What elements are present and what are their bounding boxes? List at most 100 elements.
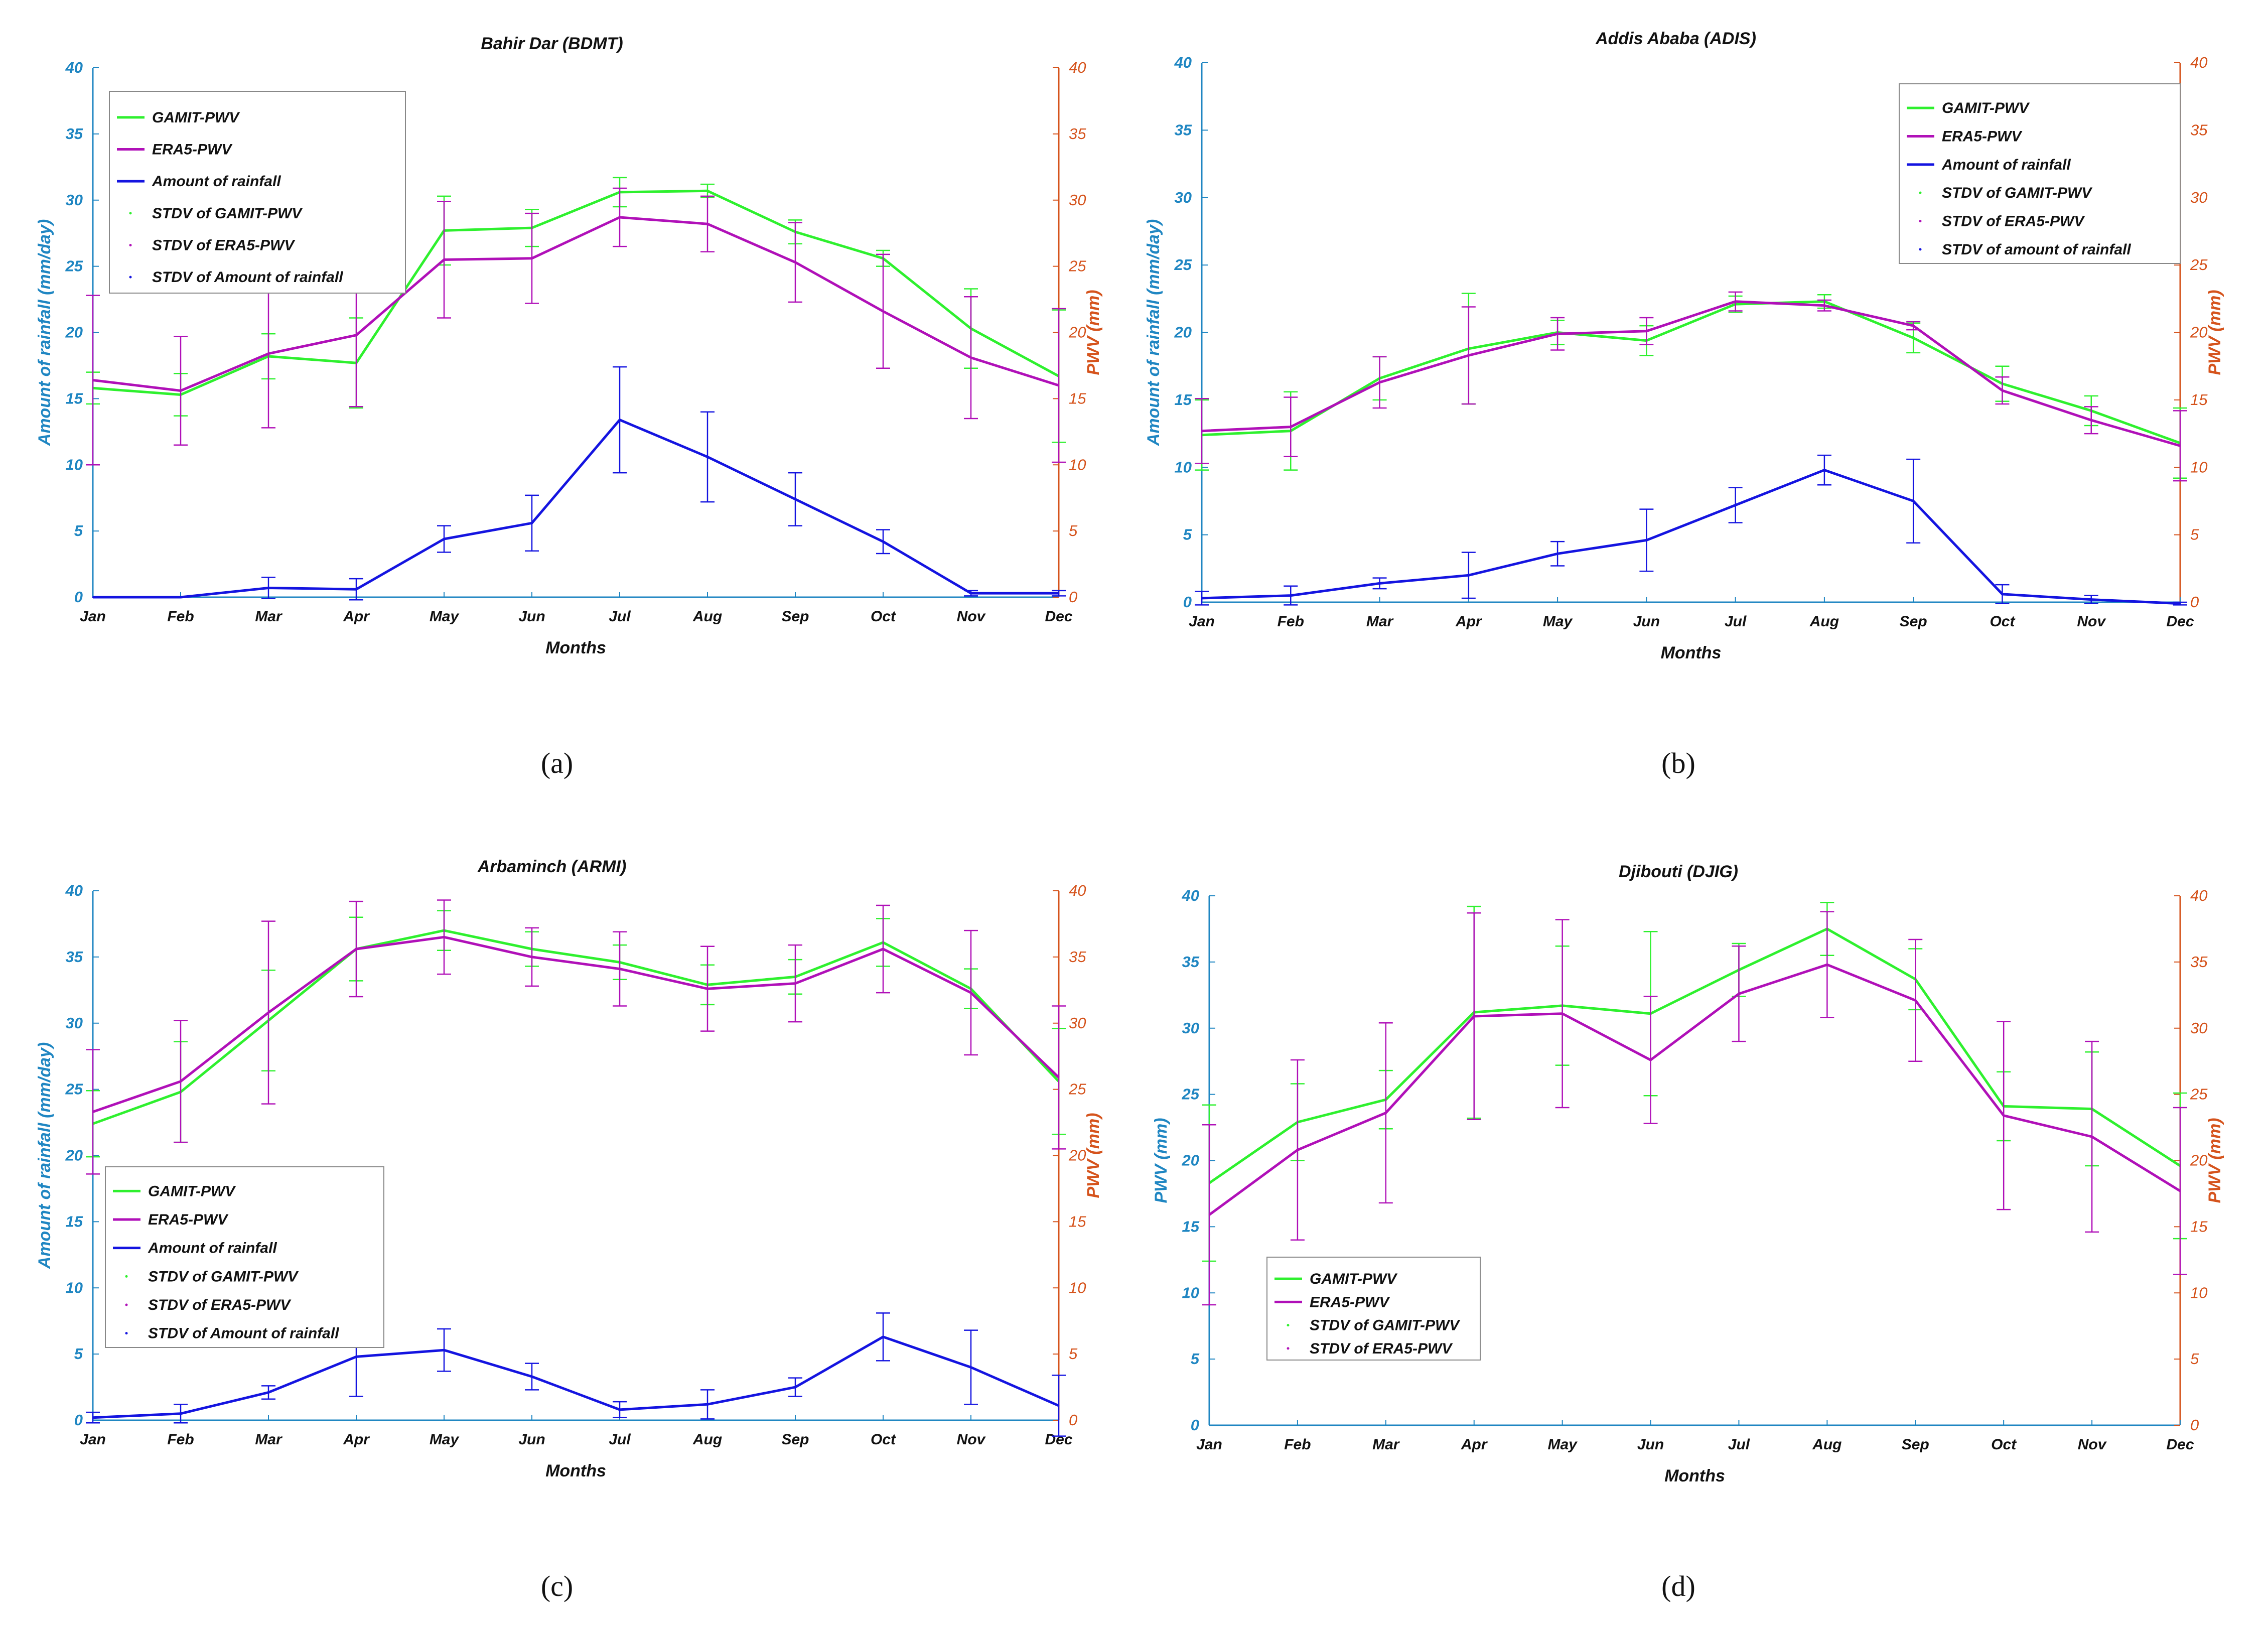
x-axis-label: Months bbox=[545, 638, 606, 657]
data-point bbox=[619, 419, 621, 421]
data-point bbox=[2001, 593, 2003, 595]
legend-label: GAMIT-PWV bbox=[152, 109, 240, 126]
left-tick-label: 5 bbox=[1183, 526, 1192, 544]
data-point bbox=[267, 587, 269, 589]
x-tick-label: Sep bbox=[1902, 1436, 1929, 1453]
chart-title: Bahir Dar (BDMT) bbox=[481, 34, 623, 53]
data-point bbox=[706, 190, 708, 192]
x-tick-label: Sep bbox=[781, 1431, 809, 1448]
x-tick-label: Jul bbox=[609, 1431, 631, 1448]
data-point bbox=[1058, 1076, 1060, 1078]
series-line bbox=[1201, 300, 2181, 445]
data-point bbox=[2179, 445, 2181, 447]
data-point bbox=[1556, 333, 1558, 335]
right-tick-label: 25 bbox=[1068, 1080, 1086, 1098]
x-tick-label: Aug bbox=[1812, 1436, 1841, 1453]
right-tick-label: 30 bbox=[2190, 189, 2207, 206]
data-point bbox=[706, 456, 708, 458]
data-point bbox=[706, 1403, 708, 1405]
right-tick-label: 0 bbox=[2190, 593, 2199, 611]
data-point bbox=[970, 592, 972, 594]
left-tick-label: 40 bbox=[1174, 54, 1192, 71]
right-tick-label: 40 bbox=[2190, 54, 2207, 71]
x-tick-label: Oct bbox=[871, 608, 897, 625]
data-point bbox=[1912, 337, 1914, 339]
x-tick-label: Feb bbox=[167, 1431, 194, 1448]
x-tick-label: Aug bbox=[692, 608, 722, 625]
data-point bbox=[1823, 469, 1825, 471]
data-point bbox=[1468, 354, 1470, 356]
legend-box bbox=[1266, 1257, 1481, 1361]
x-tick-label: Apr bbox=[1461, 1436, 1488, 1453]
right-tick-label: 25 bbox=[1068, 257, 1086, 275]
x-tick-label: Jun bbox=[518, 608, 545, 625]
series-line bbox=[1208, 963, 2181, 1216]
data-point bbox=[1290, 595, 1292, 597]
left-tick-label: 25 bbox=[1174, 256, 1192, 274]
chart-panel-c: 0 0 5 5 10 10 15 15 20 20 25 25 30 30 35 35 40 40 Jan Feb Ma… bbox=[35, 857, 1103, 1602]
data-point bbox=[1468, 574, 1470, 576]
x-tick-label: May bbox=[1543, 613, 1573, 630]
left-tick-label: 35 bbox=[1175, 121, 1192, 139]
data-point bbox=[882, 310, 884, 312]
legend-label: ERA5-PWV bbox=[148, 1211, 229, 1228]
panel-caption: (c) bbox=[541, 1570, 573, 1602]
right-tick-label: 10 bbox=[2190, 1284, 2207, 1301]
chart-panel-b: 0 0 5 5 10 10 15 15 20 20 25 25 30 30 35 35 40 40 Jan Feb Ma… bbox=[1144, 29, 2224, 779]
right-tick-label: 10 bbox=[1069, 456, 1086, 473]
data-point bbox=[443, 258, 445, 260]
legend-marker bbox=[129, 276, 132, 279]
x-tick-label: Jun bbox=[1637, 1436, 1664, 1453]
data-point bbox=[882, 948, 884, 950]
data-point bbox=[355, 948, 357, 950]
x-tick-label: Jul bbox=[609, 608, 631, 625]
legend-marker bbox=[1919, 248, 1922, 251]
right-tick-label: 5 bbox=[1069, 1345, 1078, 1363]
left-tick-label: 20 bbox=[65, 324, 83, 341]
data-point bbox=[1379, 381, 1381, 383]
legend-label: STDV of Amount of rainfall bbox=[152, 269, 343, 286]
left-tick-label: 25 bbox=[65, 257, 83, 275]
data-point bbox=[2090, 419, 2092, 421]
data-point bbox=[1208, 1214, 1210, 1216]
series-line bbox=[92, 1335, 1060, 1419]
data-point bbox=[1556, 553, 1558, 555]
chart-title: Addis Ababa (ADIS) bbox=[1595, 29, 1756, 48]
x-tick-label: Dec bbox=[2166, 1436, 2194, 1453]
right-tick-label: 10 bbox=[1069, 1279, 1086, 1296]
series-line bbox=[93, 419, 1059, 599]
x-tick-label: Jan bbox=[1196, 1436, 1222, 1453]
right-tick-label: 20 bbox=[1068, 324, 1086, 341]
data-point bbox=[2090, 599, 2092, 601]
legend-marker bbox=[1919, 220, 1922, 222]
left-tick-label: 40 bbox=[65, 882, 83, 899]
legend-label: STDV of ERA5-PWV bbox=[152, 237, 296, 254]
x-tick-label: Jan bbox=[80, 608, 106, 625]
x-tick-label: Apr bbox=[343, 1431, 370, 1448]
y-axis-label-right: PWV (mm) bbox=[1084, 290, 1103, 375]
x-tick-label: Mar bbox=[1372, 1436, 1400, 1453]
series-rain bbox=[1195, 454, 2187, 606]
data-point bbox=[1058, 592, 1060, 594]
legend-label: ERA5-PWV bbox=[1942, 128, 2023, 145]
data-point bbox=[1297, 1149, 1299, 1151]
data-point bbox=[882, 540, 884, 543]
x-tick-label: Sep bbox=[781, 608, 809, 625]
series-era5 bbox=[1195, 291, 2187, 482]
legend-label: STDV of ERA5-PWV bbox=[148, 1297, 292, 1313]
data-point bbox=[1562, 1013, 1564, 1015]
data-point bbox=[92, 379, 94, 381]
data-point bbox=[1738, 993, 1740, 995]
left-tick-label: 0 bbox=[74, 588, 83, 606]
series-rain bbox=[92, 366, 1066, 601]
data-point bbox=[619, 216, 621, 218]
legend-label: STDV of GAMIT-PWV bbox=[152, 205, 303, 222]
x-tick-label: May bbox=[430, 1431, 460, 1448]
legend: GAMIT-PWV ERA5-PWV STDV of GAMIT-PWV STDV o… bbox=[1266, 1257, 1481, 1361]
left-tick-label: 10 bbox=[1175, 458, 1192, 476]
x-tick-label: Aug bbox=[1809, 613, 1839, 630]
panel-caption: (a) bbox=[541, 747, 573, 779]
y-axis-label-right: PWV (mm) bbox=[2205, 1118, 2224, 1203]
series-era5 bbox=[86, 899, 1066, 1175]
data-point bbox=[355, 334, 357, 336]
